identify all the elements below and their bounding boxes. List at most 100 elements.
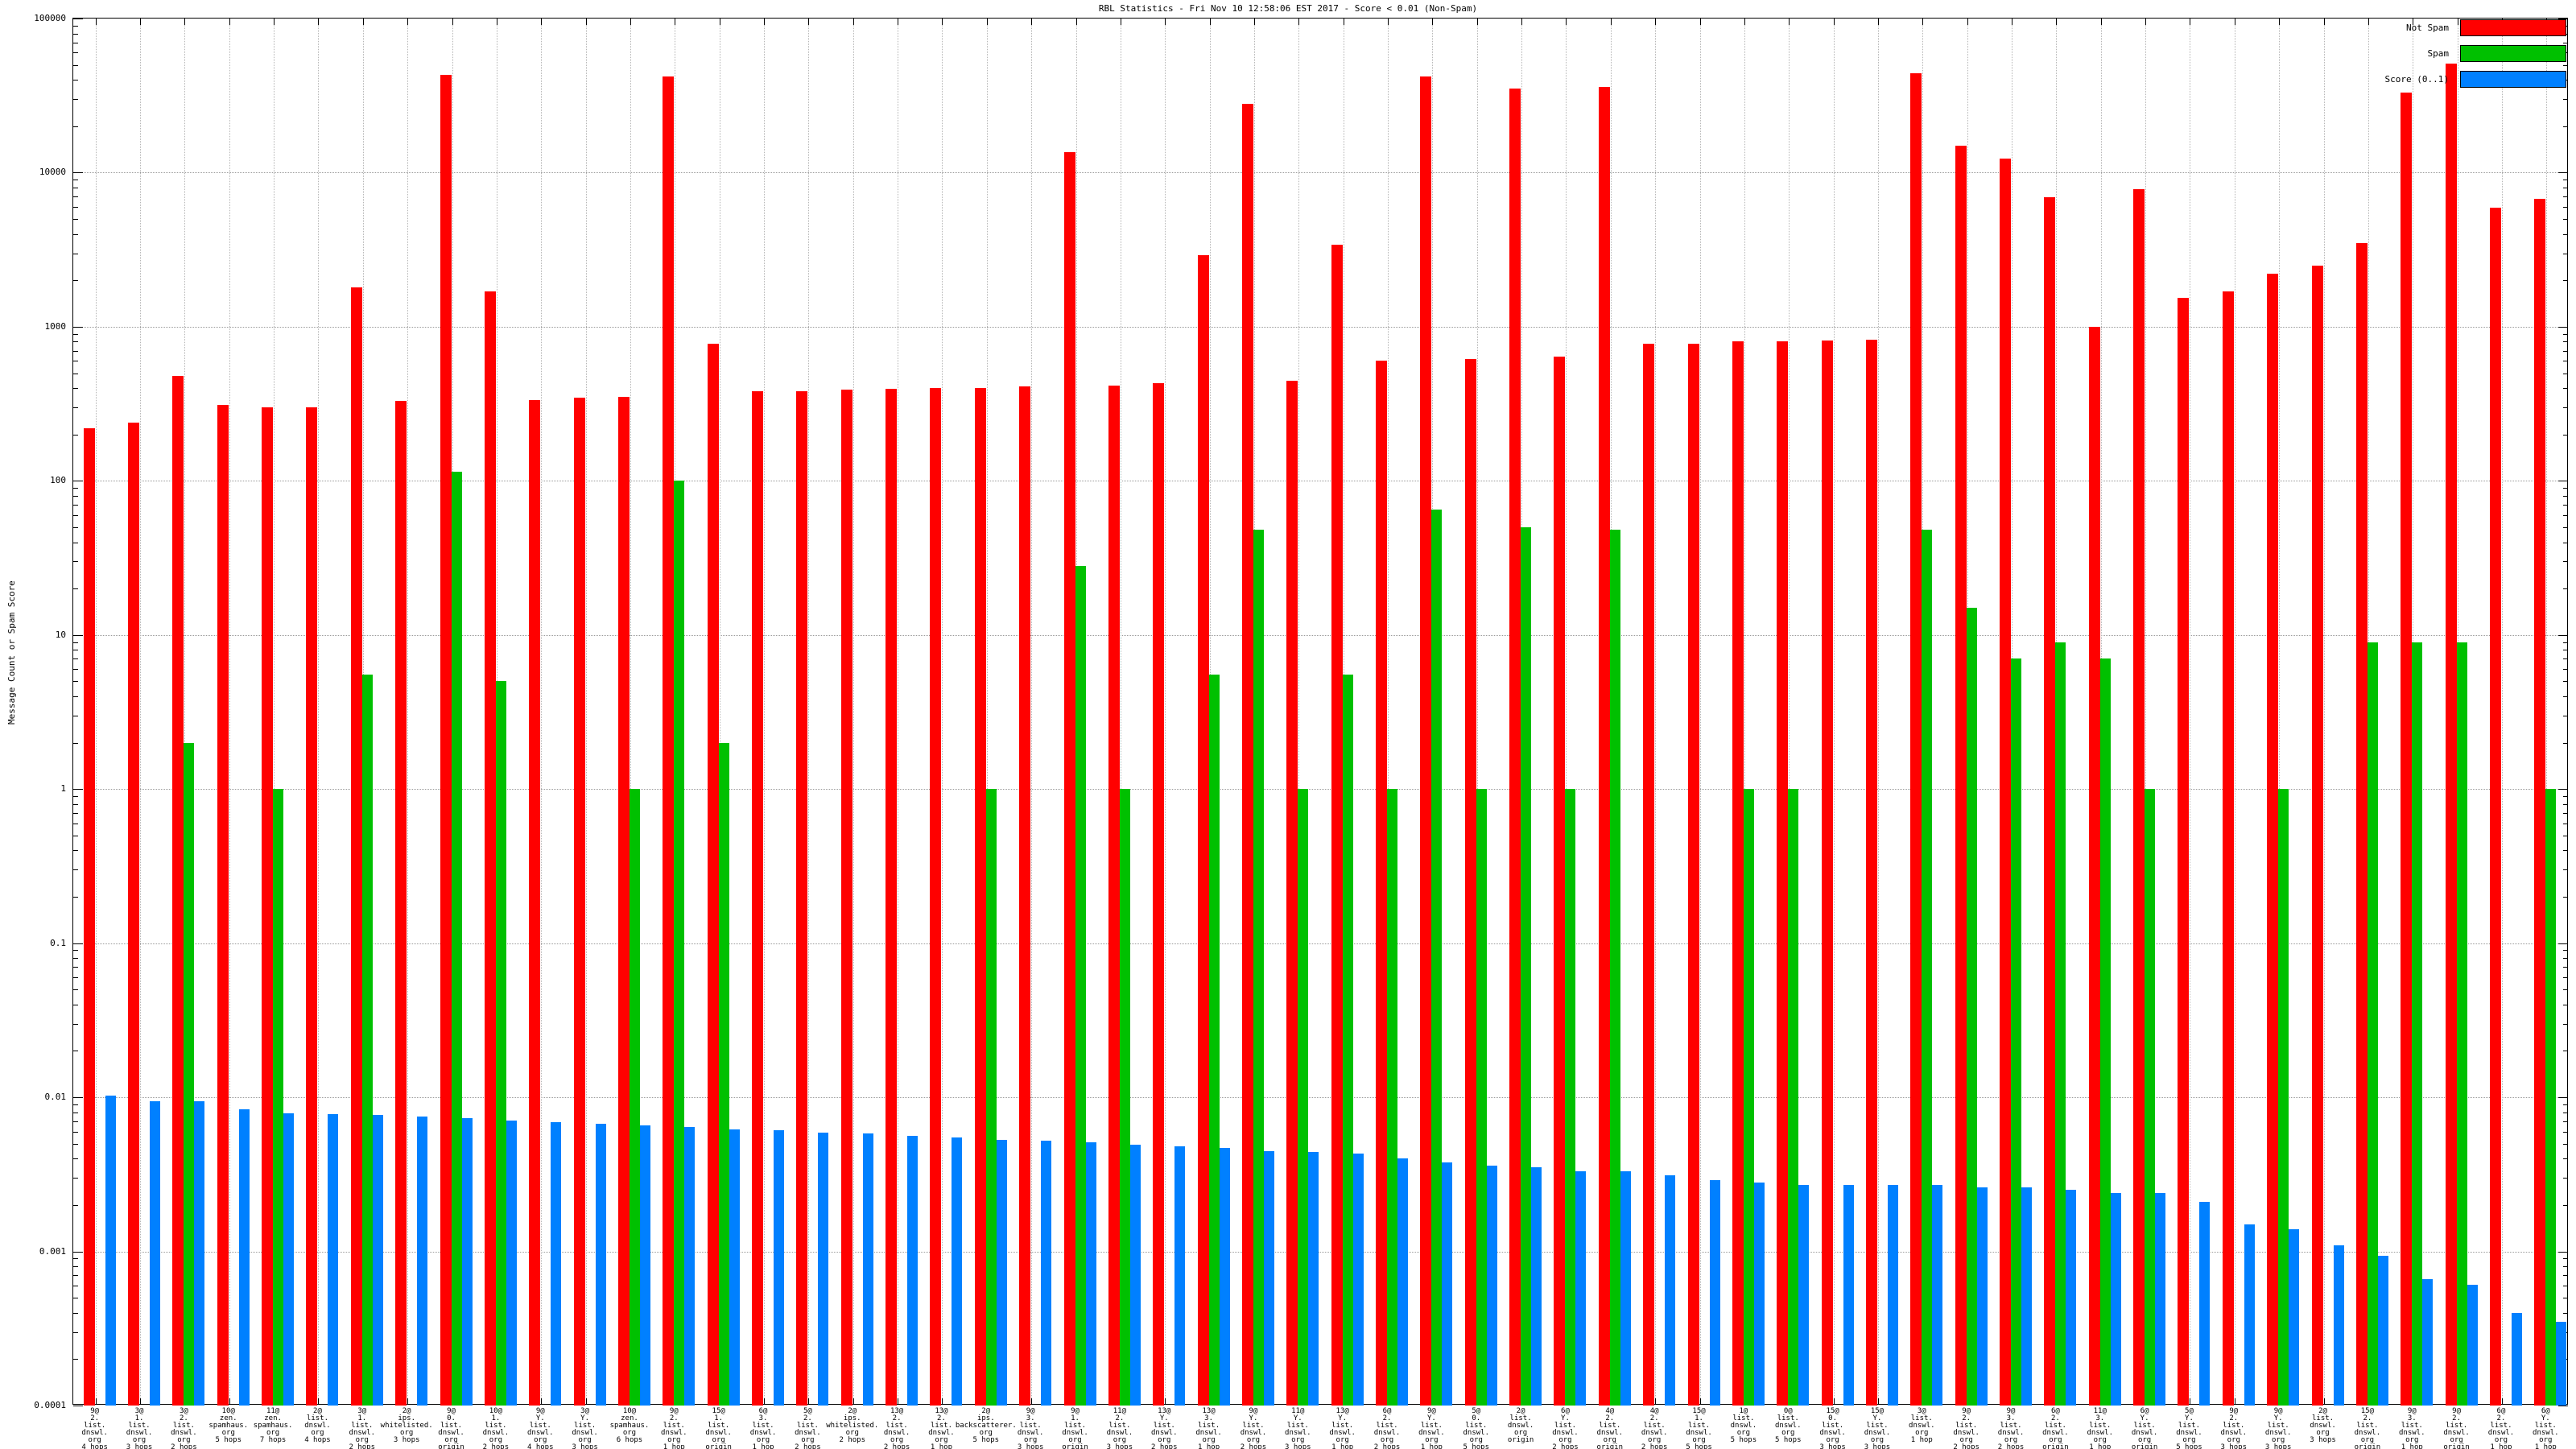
y-minor-tick [2563,206,2568,208]
bar-spam [1075,566,1086,1406]
x-tick-label: 2@ list. dnswl. org 4 hops [304,1407,331,1444]
x-tick-label: 0@ list. dnswl. org 5 hops [1774,1407,1802,1444]
bar-spam [1253,530,1264,1406]
bar-spam [985,789,997,1406]
y-minor-tick [2563,407,2568,408]
bar-score [952,1137,963,1406]
x-gridline [1744,19,1745,1404]
bar-not-spam [1777,341,1789,1406]
x-gridline [1476,19,1478,1404]
x-tick [1699,1398,1701,1405]
x-gridline [630,19,631,1404]
bar-spam [1119,789,1130,1406]
x-gridline [808,19,810,1404]
x-tick [1833,19,1835,25]
y-minor-tick [73,1258,78,1260]
legend-entry: Spam [2385,45,2566,62]
y-major-tick [2558,943,2568,944]
bar-not-spam [2445,63,2457,1406]
y-minor-tick [73,989,78,991]
x-tick [1165,19,1166,25]
y-minor-tick [2563,967,2568,968]
bar-spam [629,789,640,1406]
y-minor-tick [73,333,78,335]
bar-not-spam [306,407,318,1406]
y-minor-tick [2563,495,2568,497]
bar-spam [1609,530,1620,1406]
y-minor-tick [73,977,78,979]
y-minor-tick [73,642,78,643]
x-tick [1031,19,1033,25]
bar-not-spam [128,422,140,1406]
bar-not-spam [262,407,274,1406]
bar-not-spam [707,343,719,1406]
x-tick-label: 3@ list. dnswl. org 1 hop [1909,1407,1935,1444]
x-tick [1209,19,1211,25]
x-tick [942,1398,943,1405]
y-minor-tick [2563,1258,2568,1260]
y-minor-tick [73,669,78,671]
bar-score [551,1121,562,1406]
bar-not-spam [350,287,362,1406]
x-tick [229,19,230,25]
bar-score [1887,1184,1898,1406]
x-tick [808,1398,810,1405]
x-tick [764,1398,766,1405]
bar-spam [2145,789,2156,1406]
y-minor-tick [73,1143,78,1145]
y-tick-label: 0.1 [50,937,66,948]
x-gridline [407,19,409,1404]
y-minor-tick [2563,869,2568,871]
bar-score [2021,1187,2033,1406]
y-gridline [73,943,2567,944]
bar-not-spam [1509,89,1521,1406]
y-minor-tick [73,795,78,797]
x-tick [1655,1398,1657,1405]
x-gridline [1699,19,1701,1404]
x-tick [2323,1398,2325,1405]
y-minor-tick [2563,850,2568,852]
bar-score [2244,1224,2255,1406]
bar-score [150,1101,161,1406]
bar-spam [1788,789,1799,1406]
bar-spam [1387,789,1398,1406]
bar-not-spam [2267,274,2279,1406]
legend-entry: Score (0..1) [2385,71,2566,88]
x-tick-label: 9@ 1. list. dnswl. org origin [1062,1407,1088,1449]
x-gridline [585,19,587,1404]
x-tick [1789,19,1790,25]
y-minor-tick [2563,696,2568,697]
y-minor-tick [2563,99,2568,101]
y-minor-tick [73,1158,78,1160]
bar-score [729,1129,740,1406]
y-minor-tick [73,1121,78,1122]
x-tick-label: 2@ list. dnswl. org 3 hops [2310,1407,2336,1444]
x-tick [1165,1398,1166,1405]
x-tick-label: 2@ list. dnswl. org origin [1507,1407,1534,1444]
y-minor-tick [2563,795,2568,797]
y-minor-tick [2563,742,2568,744]
bar-not-spam [1598,86,1610,1406]
x-tick [362,19,364,25]
x-tick [1610,19,1612,25]
y-gridline [73,326,2567,328]
bar-score [1620,1171,1631,1406]
bar-not-spam [1108,386,1120,1406]
x-tick [1744,19,1745,25]
y-minor-tick [2563,812,2568,814]
y-minor-tick [2563,1131,2568,1133]
x-tick-label: 2@ ips. whitelisted. org 3 hops [380,1407,433,1444]
bar-score [2199,1201,2211,1406]
x-tick [2368,19,2369,25]
x-tick-label: 10@ zen. spamhaus. org 6 hops [609,1407,650,1444]
x-tick-label: 9@ 2. list. dnswl. org 4 hops [81,1407,108,1449]
bar-spam [1431,510,1443,1406]
y-minor-tick [73,280,78,282]
y-minor-tick [73,967,78,968]
legend-swatch [2460,19,2566,36]
x-tick [1253,19,1255,25]
x-tick [1476,19,1478,25]
bar-score [1531,1167,1542,1406]
x-tick-label: 9@ 2. list. dnswl. org 3 hops [2220,1407,2248,1449]
x-tick [808,19,810,25]
